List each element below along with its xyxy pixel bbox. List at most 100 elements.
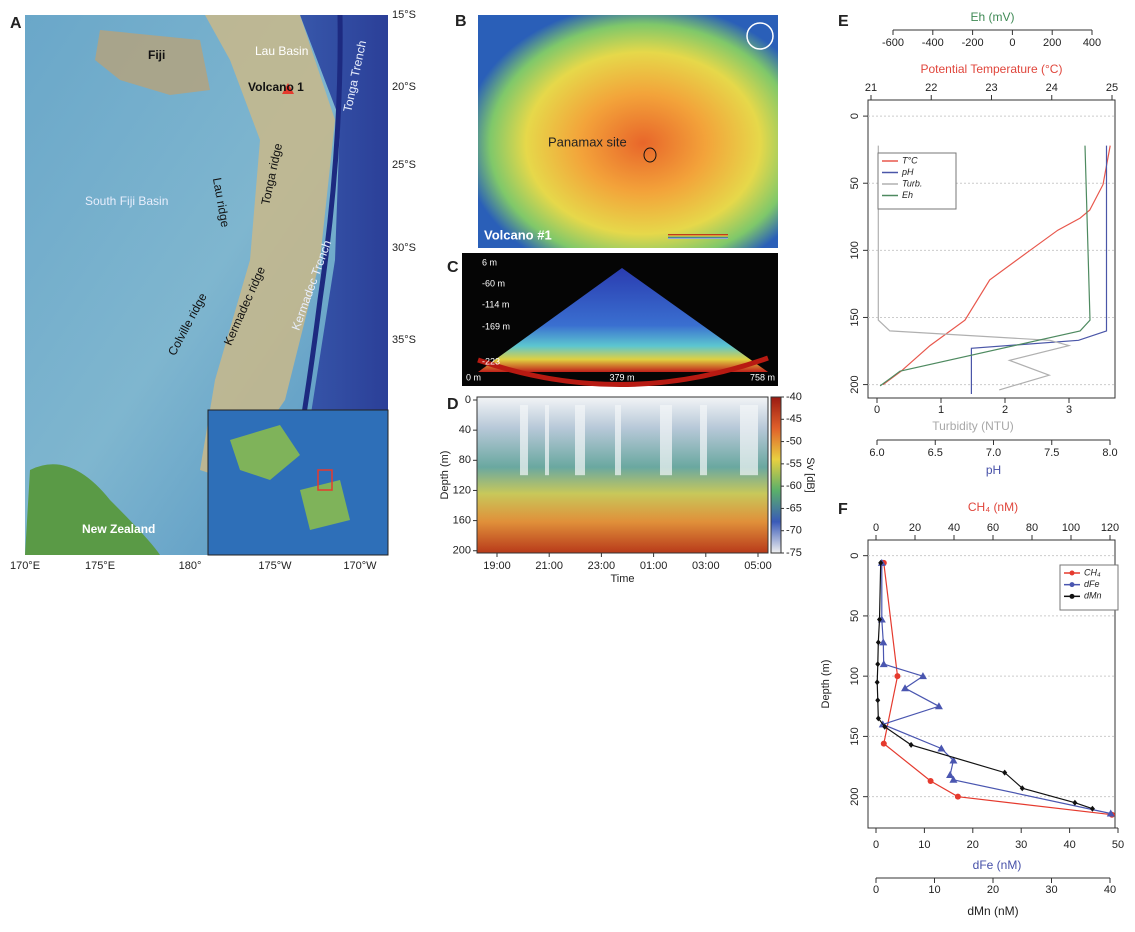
point xyxy=(894,673,901,680)
x-tick-label: 60 xyxy=(987,522,999,534)
y-tick-label: 80 xyxy=(459,454,471,466)
axis-title: Turbidity (NTU) xyxy=(932,419,1014,433)
x-tick-label: 6.5 xyxy=(928,447,943,459)
fiji-plateau xyxy=(95,30,210,95)
y-tick-label: 0 xyxy=(849,553,861,559)
distance-label: 379 m xyxy=(609,372,634,382)
echo-streak xyxy=(700,405,707,476)
point xyxy=(934,702,943,710)
x-tick-label: 80 xyxy=(1026,522,1038,534)
y-tick-label: 50 xyxy=(849,177,861,189)
x-tick-label: 50 xyxy=(1112,839,1124,851)
panel-label: D xyxy=(447,396,459,413)
inset-box xyxy=(317,469,333,491)
y-tick-label: 50 xyxy=(849,610,861,622)
panel-label: A xyxy=(10,15,22,32)
depth-label: -60 m xyxy=(482,278,505,288)
x-tick-label: 21 xyxy=(865,82,877,94)
x-tick-label: 7.5 xyxy=(1044,447,1059,459)
x-tick-label: 30 xyxy=(1045,884,1057,896)
x-tick-label: 01:00 xyxy=(640,560,668,572)
echo-streak xyxy=(545,405,549,476)
place-label: Volcano 1 xyxy=(248,80,304,94)
y-tick-label: 200 xyxy=(453,545,471,557)
x-tick-label: 20 xyxy=(967,839,979,851)
point xyxy=(927,778,934,785)
lon-tick-label: 175°E xyxy=(85,560,115,572)
x-tick-label: 1 xyxy=(938,404,944,416)
x-tick-label: 120 xyxy=(1101,522,1119,534)
distance-label: 758 m xyxy=(750,372,775,382)
x-tick-label: 400 xyxy=(1083,37,1101,49)
colorbar-tick-label: -70 xyxy=(786,525,802,537)
x-tick-label: 03:00 xyxy=(692,560,720,572)
y-axis-title: Depth (m) xyxy=(820,660,832,709)
x-tick-label: 25 xyxy=(1106,82,1118,94)
legend xyxy=(877,152,957,210)
lon-tick-label: 175°W xyxy=(258,560,292,572)
x-tick-label: 6.0 xyxy=(869,447,884,459)
point xyxy=(879,638,888,646)
place-label: South Fiji Basin xyxy=(85,194,168,208)
legend-marker xyxy=(1069,593,1075,599)
colorbar xyxy=(770,396,782,554)
inset-map xyxy=(207,409,389,556)
x-tick-label: 23:00 xyxy=(588,560,616,572)
point xyxy=(949,756,958,764)
echo-streak xyxy=(740,405,758,476)
inset-land xyxy=(230,425,350,530)
lon-tick-label: 170°E xyxy=(10,560,40,572)
volcano-label: Volcano #1 xyxy=(484,227,552,242)
depth-label: -223 xyxy=(482,356,500,366)
point xyxy=(908,741,914,748)
distance-label: 0 m xyxy=(466,372,481,382)
point xyxy=(954,793,961,800)
x-tick-label: 19:00 xyxy=(483,560,511,572)
series-line xyxy=(883,562,1113,816)
legend-label: T°C xyxy=(902,155,918,165)
series-line xyxy=(879,145,1091,387)
legend-label: dFe xyxy=(1084,579,1100,589)
place-label: Lau Basin xyxy=(255,44,308,58)
point xyxy=(1002,769,1008,776)
point xyxy=(877,616,883,623)
y-axis-title: Depth (m) xyxy=(439,451,451,500)
x-tick-label: 05:00 xyxy=(744,560,772,572)
x-tick-label: 100 xyxy=(1062,522,1080,534)
series-line xyxy=(970,145,1108,394)
site-label: Panamax site xyxy=(548,134,627,149)
colorbar-tick-label: -75 xyxy=(786,547,802,559)
y-tick-label: 160 xyxy=(453,515,471,527)
new-zealand xyxy=(25,464,160,555)
ridge xyxy=(200,15,335,480)
depth-label: 6 m xyxy=(482,257,497,267)
map-a xyxy=(25,14,389,556)
point xyxy=(949,775,958,783)
scale-bar xyxy=(668,234,728,239)
echo-streak xyxy=(660,405,672,476)
x-tick-label: 20 xyxy=(987,884,999,896)
volcano-marker xyxy=(282,83,294,94)
point xyxy=(880,740,887,747)
legend-marker xyxy=(1069,570,1075,576)
colorbar-tick-label: -45 xyxy=(786,413,802,425)
x-tick-label: 22 xyxy=(925,82,937,94)
x-tick-label: -600 xyxy=(882,37,904,49)
axis-title: dFe (nM) xyxy=(973,858,1022,872)
x-tick-label: 0 xyxy=(874,404,880,416)
colorbar-tick-label: -55 xyxy=(786,458,802,470)
axis-title: Eh (mV) xyxy=(970,10,1014,24)
series-line xyxy=(882,145,1111,386)
point xyxy=(875,697,881,704)
x-tick-label: 40 xyxy=(948,522,960,534)
lat-tick-label: 30°S xyxy=(392,242,416,254)
y-tick-label: 100 xyxy=(849,667,861,685)
y-tick-label: 0 xyxy=(849,113,861,119)
axis-title: dMn (nM) xyxy=(967,904,1018,918)
legend-label: CH₄ xyxy=(1084,567,1101,577)
point xyxy=(946,770,955,778)
legend-label: pH xyxy=(901,167,914,177)
x-tick-label: 0 xyxy=(873,884,879,896)
colorbar-tick-label: -40 xyxy=(786,391,802,403)
echo-streak xyxy=(575,405,585,476)
